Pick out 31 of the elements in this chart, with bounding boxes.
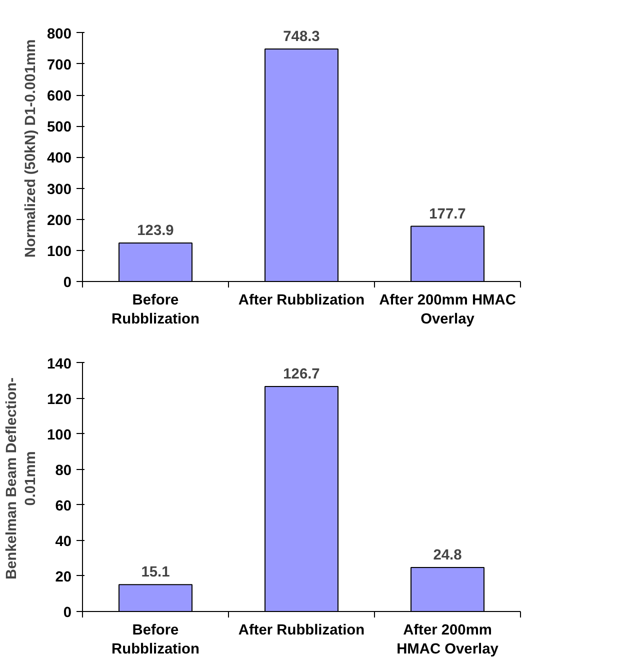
data-label: 177.7 <box>429 206 466 222</box>
x-tick-label: Before Rubblization <box>112 292 200 328</box>
x-tick-label: Before Rubblization <box>112 622 200 658</box>
data-label: 123.9 <box>137 223 174 239</box>
data-label: 24.8 <box>433 547 462 564</box>
data-label: 126.7 <box>283 366 320 383</box>
y-tick-label: 0 <box>63 275 72 291</box>
y-tick-label: 100 <box>47 244 72 260</box>
y-tick-label: 0 <box>63 605 72 621</box>
y-tick-label: 600 <box>47 88 72 105</box>
y-tick-label: 100 <box>47 427 72 444</box>
x-tick-label: After 200mm HMAC Overlay <box>379 292 516 328</box>
y-tick-label: 800 <box>47 26 72 42</box>
data-label: 15.1 <box>141 564 170 581</box>
y-tick-label: 20 <box>55 569 72 586</box>
y-tick-label: 300 <box>47 182 72 198</box>
y-tick-label: 120 <box>47 392 72 408</box>
data-label: 748.3 <box>283 28 320 45</box>
y-tick-label: 60 <box>55 498 72 514</box>
y-tick-label: 700 <box>47 57 72 74</box>
x-tick-label: After 200mm HMAC Overlay <box>396 622 500 658</box>
y-tick-label: 400 <box>47 150 72 167</box>
x-tick-label: After Rubblization <box>238 622 365 638</box>
y-axis-title: Normalized (50kN) D1-0.001mm <box>23 39 40 258</box>
x-tick-label: After Rubblization <box>238 292 365 308</box>
y-tick-label: 80 <box>55 462 72 479</box>
y-tick-label: 200 <box>47 212 72 229</box>
y-tick-label: 500 <box>47 120 72 136</box>
y-tick-label: 40 <box>55 534 72 550</box>
y-tick-label: 140 <box>47 356 72 372</box>
y-axis-title: Benkelman Beam Deflection- 0.01mm <box>4 377 40 580</box>
